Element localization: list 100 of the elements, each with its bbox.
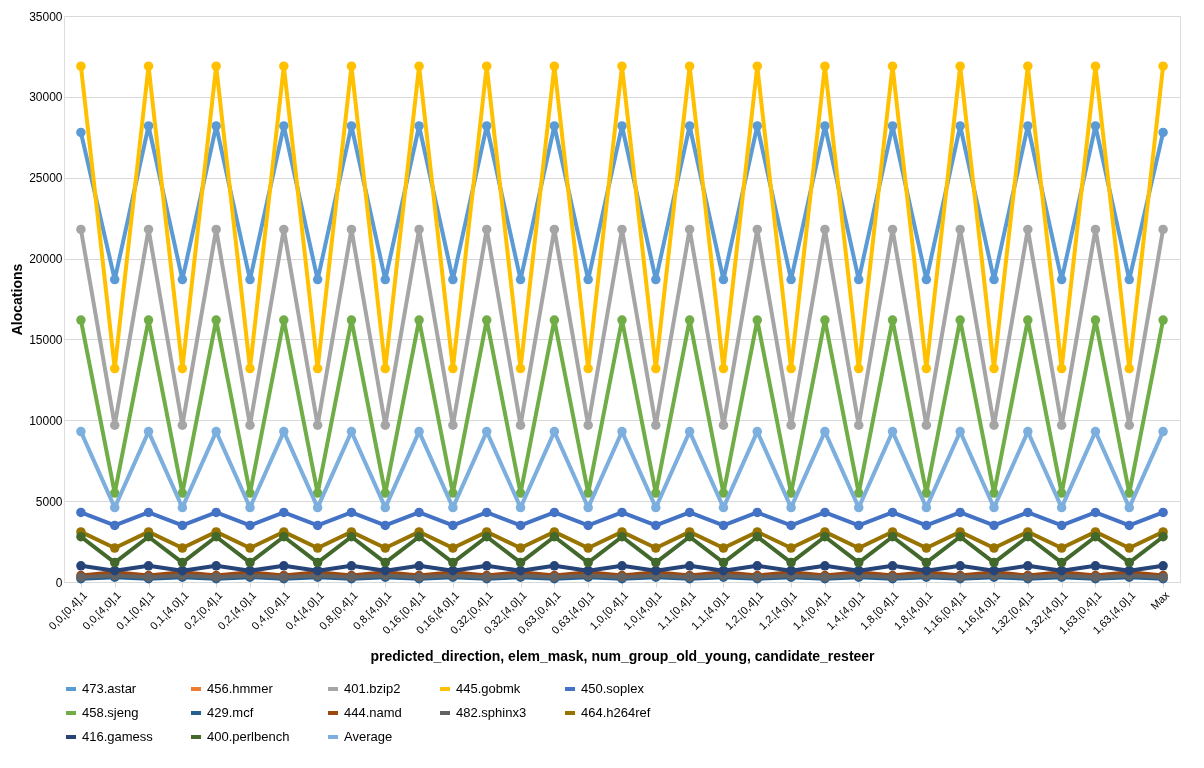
point xyxy=(887,531,898,542)
point xyxy=(1090,507,1101,518)
point xyxy=(448,520,458,531)
point xyxy=(211,121,221,131)
legend-label: 400.perlbench xyxy=(207,729,290,744)
y-tick-label: 25000 xyxy=(29,171,63,186)
point xyxy=(583,363,593,374)
y-tick-label: 10000 xyxy=(29,413,63,428)
point xyxy=(515,543,526,553)
point xyxy=(481,315,492,325)
point xyxy=(955,561,965,571)
point xyxy=(448,557,458,568)
point xyxy=(989,543,999,553)
point xyxy=(515,557,526,568)
point xyxy=(312,274,323,285)
point xyxy=(448,420,458,430)
point xyxy=(177,520,188,531)
point xyxy=(1090,561,1101,571)
point xyxy=(177,363,188,374)
point xyxy=(820,561,830,571)
point xyxy=(752,561,763,571)
y-tick-label: 20000 xyxy=(29,252,63,267)
point xyxy=(684,315,695,325)
point xyxy=(143,61,154,71)
point xyxy=(583,543,593,553)
point xyxy=(1023,61,1033,71)
point xyxy=(1056,543,1067,553)
point xyxy=(684,121,695,131)
point xyxy=(481,224,492,235)
point xyxy=(1023,315,1033,325)
point xyxy=(955,315,965,325)
point xyxy=(1124,274,1135,285)
point xyxy=(1124,520,1135,531)
point xyxy=(820,121,830,131)
point xyxy=(820,531,830,542)
point xyxy=(1158,127,1168,138)
point xyxy=(211,61,221,71)
point xyxy=(515,488,526,498)
legend-label: 450.soplex xyxy=(581,681,645,696)
point xyxy=(617,224,627,235)
point xyxy=(245,363,255,374)
point xyxy=(1158,224,1168,235)
point xyxy=(143,531,154,542)
point xyxy=(786,488,796,498)
point xyxy=(346,61,357,71)
point xyxy=(853,274,864,285)
y-axis-title: Alocations xyxy=(9,263,26,336)
point xyxy=(752,507,763,518)
point xyxy=(955,224,965,235)
point xyxy=(1056,488,1067,498)
point xyxy=(143,121,154,131)
point xyxy=(786,274,796,285)
point xyxy=(1158,507,1168,518)
point xyxy=(718,543,729,553)
point xyxy=(143,507,154,518)
point xyxy=(1023,121,1033,131)
point xyxy=(279,315,289,325)
point xyxy=(617,531,627,542)
point xyxy=(414,315,424,325)
point xyxy=(1023,507,1033,518)
legend-label: Average xyxy=(344,729,393,744)
point xyxy=(583,274,593,285)
point xyxy=(989,520,999,531)
point xyxy=(76,61,86,71)
x-tick-label: Max xyxy=(1148,588,1172,612)
point xyxy=(76,561,86,571)
point xyxy=(786,420,796,430)
point xyxy=(1090,531,1101,542)
point xyxy=(177,488,188,498)
point xyxy=(481,507,492,518)
point xyxy=(109,274,120,285)
point xyxy=(1090,121,1101,131)
point xyxy=(177,543,188,553)
point xyxy=(989,363,999,374)
point xyxy=(752,531,763,542)
y-tick-label: 35000 xyxy=(29,9,63,24)
point xyxy=(887,315,898,325)
point xyxy=(718,363,729,374)
legend-label: 444.namd xyxy=(344,705,402,720)
point xyxy=(549,61,560,71)
point xyxy=(1124,488,1135,498)
point xyxy=(279,531,289,542)
point xyxy=(448,543,458,553)
point xyxy=(177,420,188,430)
point xyxy=(414,561,424,571)
point xyxy=(853,420,864,430)
point xyxy=(143,315,154,325)
point xyxy=(211,531,221,542)
point xyxy=(481,531,492,542)
point xyxy=(515,363,526,374)
point xyxy=(312,520,323,531)
point xyxy=(989,420,999,430)
point xyxy=(921,363,932,374)
point xyxy=(76,531,86,542)
point xyxy=(380,363,391,374)
point xyxy=(245,420,255,430)
point xyxy=(549,121,560,131)
point xyxy=(989,488,999,498)
point xyxy=(380,543,391,553)
y-tick-label: 5000 xyxy=(35,494,63,509)
